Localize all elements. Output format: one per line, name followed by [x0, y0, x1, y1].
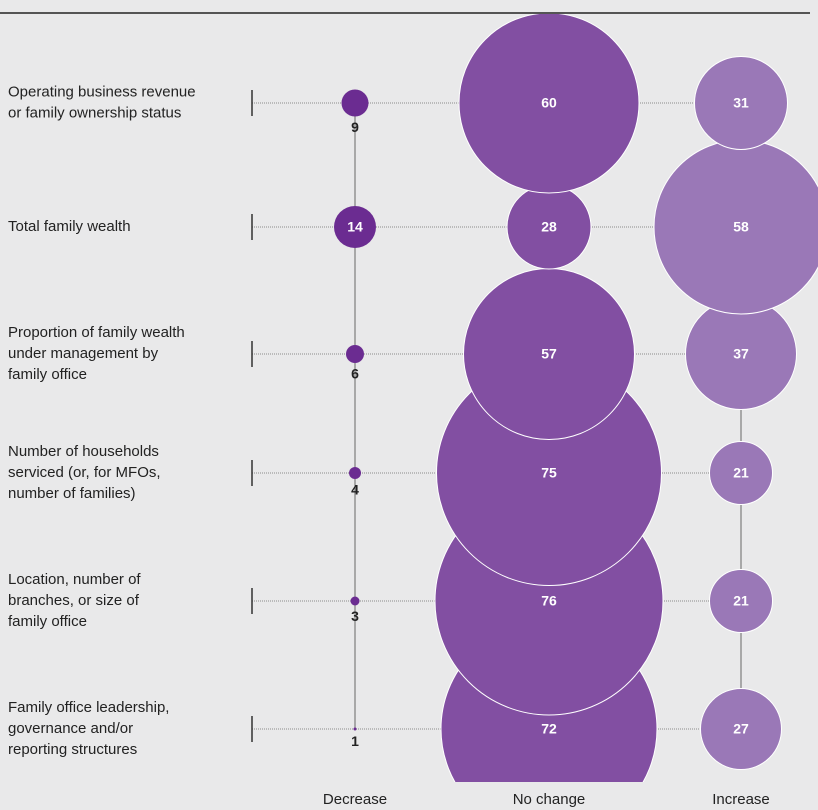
- value-label: 60: [541, 95, 557, 111]
- category-label: Location, number of: [8, 571, 141, 588]
- value-label: 27: [733, 721, 749, 737]
- value-label: 72: [541, 721, 557, 737]
- category-label: Proportion of family wealth: [8, 324, 185, 341]
- category-label: or family ownership status: [8, 104, 181, 121]
- value-label: 14: [347, 219, 363, 235]
- category-label: governance and/or: [8, 720, 133, 737]
- category-label: under management by: [8, 345, 159, 362]
- value-label: 57: [541, 346, 557, 362]
- bubble: [709, 569, 773, 633]
- bubble: [694, 56, 788, 150]
- bubble: [458, 14, 640, 194]
- value-label: 4: [351, 482, 359, 498]
- category-label: family office: [8, 366, 87, 383]
- bubble: [346, 345, 364, 363]
- value-label: 31: [733, 95, 749, 111]
- category-label: number of families): [8, 485, 136, 502]
- bubble: [341, 89, 369, 117]
- value-label: 3: [351, 608, 359, 624]
- value-label: 28: [541, 219, 557, 235]
- category-label: Family office leadership,: [8, 699, 169, 716]
- value-label: 21: [733, 593, 749, 609]
- category-label: Number of households: [8, 443, 159, 460]
- category-label: branches, or size of: [8, 592, 140, 609]
- category-label: reporting structures: [8, 741, 137, 758]
- bubble: [353, 727, 357, 731]
- category-label: family office: [8, 613, 87, 630]
- column-label: Increase: [712, 791, 770, 808]
- bubble: [334, 206, 376, 248]
- value-label: 75: [541, 465, 557, 481]
- value-label: 6: [351, 366, 359, 382]
- value-label: 1: [351, 733, 359, 749]
- value-label: 9: [351, 119, 359, 135]
- column-label: Decrease: [323, 791, 387, 808]
- value-label: 58: [733, 219, 749, 235]
- category-label: serviced (or, for MFOs,: [8, 464, 161, 481]
- value-label: 21: [733, 465, 749, 481]
- column-label: No change: [513, 791, 586, 808]
- category-label: Total family wealth: [8, 218, 131, 235]
- bubble: [700, 688, 782, 770]
- category-label: Operating business revenue: [8, 83, 196, 100]
- bubble: [709, 441, 773, 505]
- value-label: 76: [541, 593, 557, 609]
- bubble: [350, 596, 360, 606]
- bubble: [349, 467, 361, 479]
- value-label: 37: [733, 346, 749, 362]
